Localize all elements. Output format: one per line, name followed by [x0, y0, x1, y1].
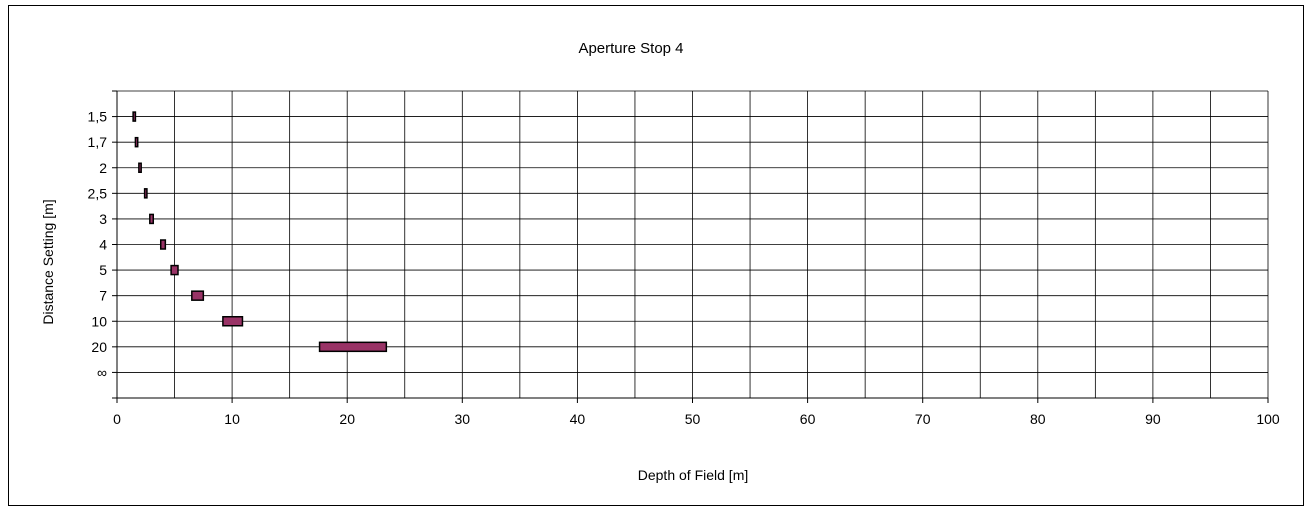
range-bar: [170, 264, 179, 276]
range-bar: [159, 239, 167, 250]
x-tick-label: 70: [915, 411, 931, 427]
chart-frame: Aperture Stop 4 0 10 20 30 40 50 60 70 80 90 100 1…: [8, 5, 1304, 506]
x-tick-label: 80: [1030, 411, 1046, 427]
y-tick-label: 2: [99, 160, 107, 176]
range-bar: [191, 290, 205, 301]
range-bar: [138, 162, 142, 173]
x-tick-labels: 0 10 20 30 40 50 60 70 80 90 100: [113, 411, 1280, 427]
x-tick-label: 40: [570, 411, 586, 427]
range-bar: [149, 213, 155, 225]
x-tick-label: 0: [113, 411, 121, 427]
x-tick-label: 30: [455, 411, 471, 427]
y-tick-label: 3: [99, 211, 107, 227]
y-tick-label: 10: [91, 313, 107, 329]
y-tick-label: 7: [99, 288, 107, 304]
y-tick-label: 1,5: [88, 109, 108, 125]
range-bar: [318, 341, 388, 353]
x-tick-label: 50: [685, 411, 701, 427]
range-bar: [132, 111, 137, 122]
x-tick-label: 100: [1256, 411, 1280, 427]
x-tick-label: 10: [224, 411, 240, 427]
chart-title: Aperture Stop 4: [578, 40, 683, 57]
y-axis-label: Distance Setting [m]: [40, 199, 56, 324]
y-tick-label: 2,5: [88, 185, 108, 201]
x-tick-label: 60: [800, 411, 816, 427]
y-tick-label: 20: [91, 339, 107, 355]
range-bar: [222, 316, 244, 327]
axes: [112, 90, 1269, 403]
y-tick-labels: 1,5 1,7 2 2,5 3 4 5 7 10 20 ∞: [88, 109, 108, 381]
y-tick-label: 1,7: [88, 134, 108, 150]
bars: [132, 111, 388, 353]
range-bar: [134, 136, 139, 148]
depth-of-field-chart: Aperture Stop 4 0 10 20 30 40 50 60 70 80 90 100 1…: [40, 40, 1280, 483]
y-tick-label: 4: [99, 237, 107, 253]
x-tick-label: 90: [1145, 411, 1161, 427]
y-tick-label: 5: [99, 262, 107, 278]
grid: [117, 90, 1269, 398]
range-bar: [143, 188, 148, 199]
x-tick-label: 20: [339, 411, 355, 427]
y-tick-label: ∞: [97, 364, 107, 380]
x-axis-label: Depth of Field [m]: [638, 467, 749, 483]
